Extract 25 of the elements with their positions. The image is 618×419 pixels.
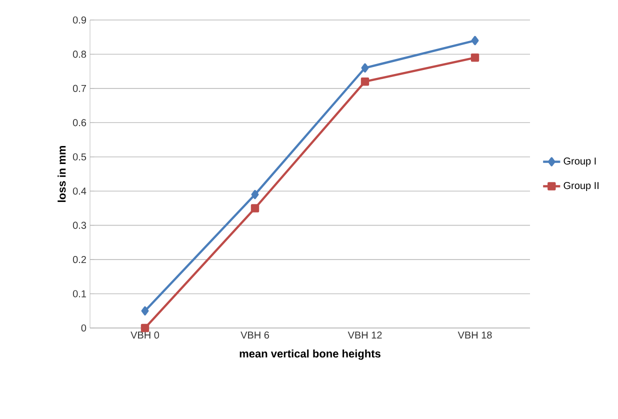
- point: [360, 78, 370, 86]
- x-tick-label: VBH 18: [458, 332, 492, 339]
- x-tick-label: VBH 12: [348, 332, 382, 338]
- y-axis-title: loss in mm: [58, 146, 66, 202]
- legend-label: Group I: [564, 158, 596, 167]
- point: [470, 54, 480, 62]
- y-tick-label: 0.4: [72, 188, 86, 195]
- y-tick-label: 0.7: [72, 84, 86, 92]
- y-tick-label: 0.1: [72, 290, 86, 298]
- legend-label: Group II: [564, 182, 598, 192]
- point: [141, 306, 149, 316]
- point: [251, 190, 259, 200]
- y-tick-label: 0.8: [72, 50, 86, 58]
- x-tick-label: VBH 6: [240, 332, 270, 339]
- y-tick-label: 0: [81, 324, 86, 332]
- point: [361, 63, 369, 73]
- point: [250, 204, 260, 212]
- y-tick-label: 0.6: [72, 119, 86, 126]
- x-tick-label: VBH 0: [130, 332, 160, 339]
- y-tick-label: 0.5: [72, 153, 86, 160]
- y-tick-label: 0.2: [72, 256, 86, 264]
- point: [471, 36, 479, 46]
- y-tick-label: 0.9: [72, 16, 86, 24]
- y-tick-label: 0.3: [72, 222, 86, 229]
- x-axis-title: mean vertical bone heights: [240, 349, 380, 360]
